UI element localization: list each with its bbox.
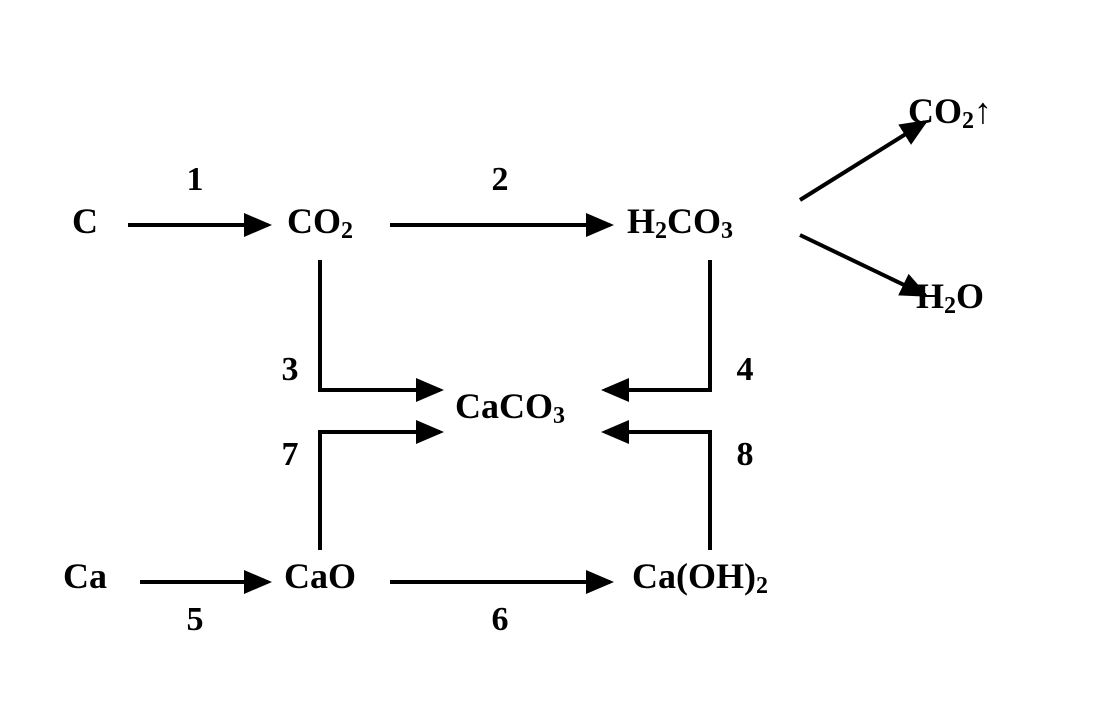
edge-label-e5: 5 [187,601,204,638]
node-CO2: CO2 [287,201,353,243]
reaction-flowchart: C CO2 H2CO3 CO2↑ H2O CaCO3 Ca CaO Ca(OH)2 1 2 5 6 3 4… [0,0,1112,723]
edge-label-e6: 6 [492,601,509,638]
edge-label-e8: 8 [737,436,754,473]
edge-label-e7: 7 [282,436,299,473]
node-Ca: Ca [63,556,107,596]
node-H2CO3: H2CO3 [627,201,733,243]
node-H2O_out: H2O [916,276,984,318]
node-CaCO3: CaCO3 [455,386,565,428]
node-CO2_out: CO2↑ [908,91,992,133]
edge-e3 [320,260,440,390]
edge-label-e3: 3 [282,351,299,388]
node-CaOH2: Ca(OH)2 [632,556,768,598]
edge-split_up [800,122,925,200]
edge-e8 [605,432,710,550]
edge-e7 [320,432,440,550]
edge-e4 [605,260,710,390]
edge-label-e2: 2 [492,161,509,198]
edge-label-e4: 4 [737,351,754,388]
edge-split_down [800,235,925,295]
node-C: C [72,201,98,241]
edge-label-e1: 1 [187,161,204,198]
node-CaO: CaO [284,556,356,596]
